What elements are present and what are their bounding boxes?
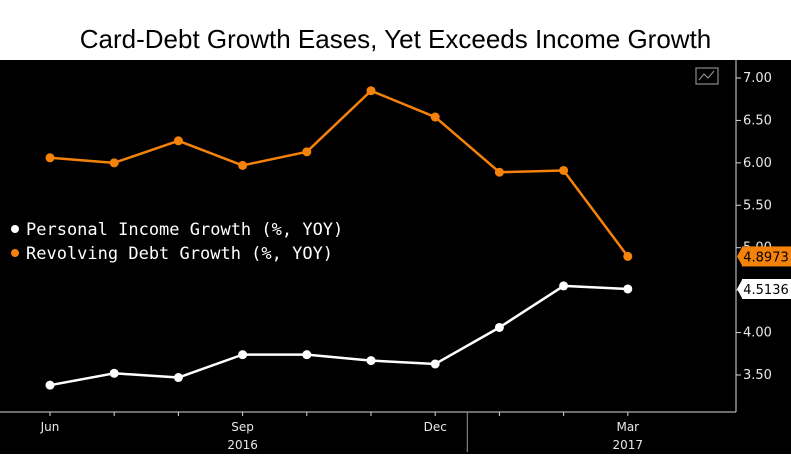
data-point — [494, 167, 504, 177]
legend-label-income: Personal Income Growth (%, YOY) — [26, 220, 343, 240]
data-point — [238, 160, 248, 170]
legend-label-debt: Revolving Debt Growth (%, YOY) — [26, 244, 333, 264]
data-point — [559, 165, 569, 175]
data-point — [430, 359, 440, 369]
legend-marker-income — [11, 225, 19, 233]
data-point — [109, 158, 119, 168]
data-point — [366, 356, 376, 366]
value-flag-label: 4.8973 — [743, 250, 789, 265]
data-point — [45, 380, 55, 390]
line-chart: 7.006.506.005.505.004.504.003.50 JunSep2… — [0, 60, 791, 452]
x-tick-label: Sep — [231, 420, 254, 434]
chart-type-icon[interactable] — [695, 67, 719, 85]
value-flag-label: 4.5136 — [743, 283, 789, 298]
last-value-labels: 4.5136 4.8973 — [737, 246, 791, 299]
data-point — [173, 136, 183, 146]
value-flag-pointer — [737, 279, 742, 298]
x-tick-label: Mar — [616, 420, 639, 434]
y-tick-label: 7.00 — [743, 71, 772, 86]
data-point — [238, 350, 248, 360]
legend: Personal Income Growth (%, YOY) Revolvin… — [11, 220, 343, 264]
y-tick-label: 4.00 — [743, 326, 772, 341]
x-year-label: 2017 — [613, 438, 644, 452]
chart-area: 7.006.506.005.505.004.504.003.50 JunSep2… — [0, 60, 791, 454]
data-point — [559, 281, 569, 291]
data-point — [430, 112, 440, 122]
value-flag-box — [742, 246, 791, 267]
value-flag-pointer — [737, 247, 742, 266]
data-point — [366, 86, 376, 96]
y-tick-label: 6.50 — [743, 113, 772, 128]
y-tick-label: 5.50 — [743, 198, 772, 213]
series-line-1 — [49, 89, 629, 258]
x-axis: Jun Sep 2016 Dec Mar 2017 — [0, 411, 736, 452]
legend-marker-debt — [11, 249, 19, 257]
data-point — [173, 373, 183, 383]
y-axis: 7.006.506.005.505.004.504.003.50 — [735, 60, 772, 412]
data-point — [109, 368, 119, 378]
data-point — [45, 153, 55, 163]
data-point — [302, 350, 312, 360]
series-lines — [45, 86, 633, 390]
data-point — [623, 284, 633, 294]
value-flag-box — [742, 278, 791, 299]
data-point — [302, 147, 312, 157]
y-tick-label: 6.00 — [743, 156, 772, 171]
series-line-0 — [49, 284, 628, 387]
data-point — [623, 251, 633, 261]
data-point — [494, 322, 504, 332]
x-tick-label: Dec — [424, 420, 447, 434]
x-year-label: 2016 — [227, 438, 258, 452]
chart-title: Card-Debt Growth Eases, Yet Exceeds Inco… — [0, 0, 791, 60]
y-tick-label: 3.50 — [743, 368, 772, 383]
x-tick-label: Jun — [40, 420, 60, 434]
